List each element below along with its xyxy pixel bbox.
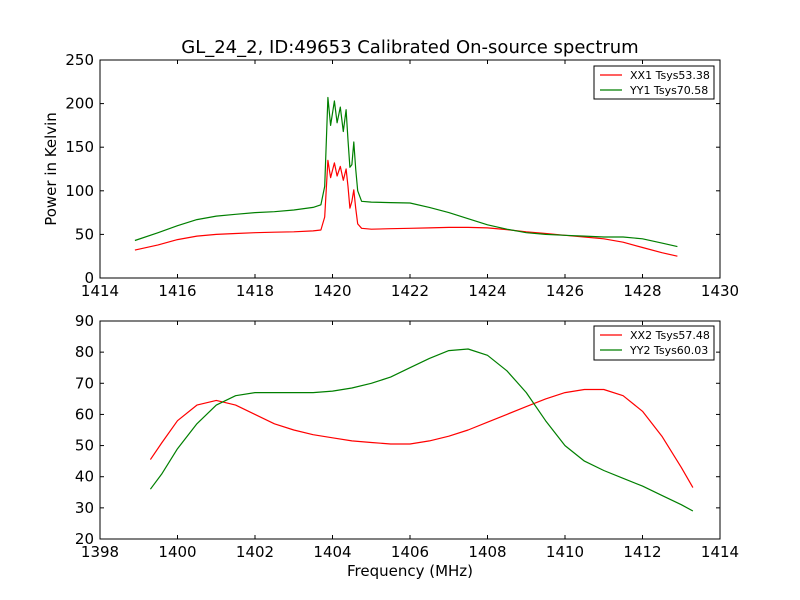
x-tick-label: 1400 <box>158 543 196 561</box>
x-tick-label: 1410 <box>546 543 584 561</box>
x-tick-label: 1430 <box>701 282 739 300</box>
y-tick-label: 150 <box>65 138 94 156</box>
y-tick-label: 200 <box>65 95 94 113</box>
legend: XX1 Tsys53.38 YY1 Tsys70.58 <box>593 65 715 100</box>
y-tick-label: 40 <box>75 468 94 486</box>
legend: XX2 Tsys57.48 YY2 Tsys60.03 <box>593 325 715 361</box>
series-line-yy <box>134 96 678 248</box>
y-tick-label: 0 <box>84 269 94 287</box>
top-y-axis-label: Power in Kelvin <box>42 112 60 226</box>
x-tick-label: 1416 <box>158 282 196 300</box>
legend-label: XX2 Tsys57.48 <box>630 329 710 342</box>
x-tick-label: 1404 <box>313 543 351 561</box>
x-tick-label: 1428 <box>623 282 661 300</box>
x-tick-label: 1406 <box>391 543 429 561</box>
y-tick-label: 250 <box>65 51 94 69</box>
legend-label: YY1 Tsys70.58 <box>629 84 708 97</box>
x-tick-label: 1420 <box>313 282 351 300</box>
bottom-chart-panel: 1398 1400 1402 1404 1406 1408 1410 1412 1414 20 30… <box>75 312 739 561</box>
x-tick-label: 1418 <box>236 282 274 300</box>
top-chart-panel: 1414 1416 1418 1420 1422 1424 1426 1428 1430 0 50 1… <box>65 51 739 300</box>
legend-box <box>593 325 715 361</box>
y-tick-label: 70 <box>75 374 94 392</box>
figure-title: GL_24_2, ID:49653 Calibrated On-source s… <box>181 37 638 58</box>
x-tick-label: 1424 <box>468 282 506 300</box>
y-tick-label: 50 <box>75 225 94 243</box>
legend-label: YY2 Tsys60.03 <box>629 344 708 357</box>
series-line-yy <box>149 348 694 512</box>
series-line-xx <box>149 388 694 488</box>
x-tick-label: 1414 <box>701 543 739 561</box>
y-tick-label: 100 <box>65 182 94 200</box>
y-tick-label: 30 <box>75 499 94 517</box>
legend-label: XX1 Tsys53.38 <box>630 69 710 82</box>
x-tick-label: 1402 <box>236 543 274 561</box>
y-tick-label: 80 <box>75 343 94 361</box>
x-tick-label: 1414 <box>81 282 119 300</box>
series-line-xx <box>134 159 678 257</box>
y-tick-label: 90 <box>75 312 94 330</box>
y-tick-label: 50 <box>75 437 94 455</box>
x-tick-label: 1426 <box>546 282 584 300</box>
legend-box <box>593 65 715 100</box>
x-tick-label: 1422 <box>391 282 429 300</box>
x-tick-label: 1408 <box>468 543 506 561</box>
bottom-x-axis-label: Frequency (MHz) <box>347 562 473 580</box>
y-tick-label: 20 <box>75 530 94 548</box>
y-tick-label: 60 <box>75 405 94 423</box>
x-tick-label: 1398 <box>81 543 119 561</box>
x-tick-label: 1412 <box>623 543 661 561</box>
